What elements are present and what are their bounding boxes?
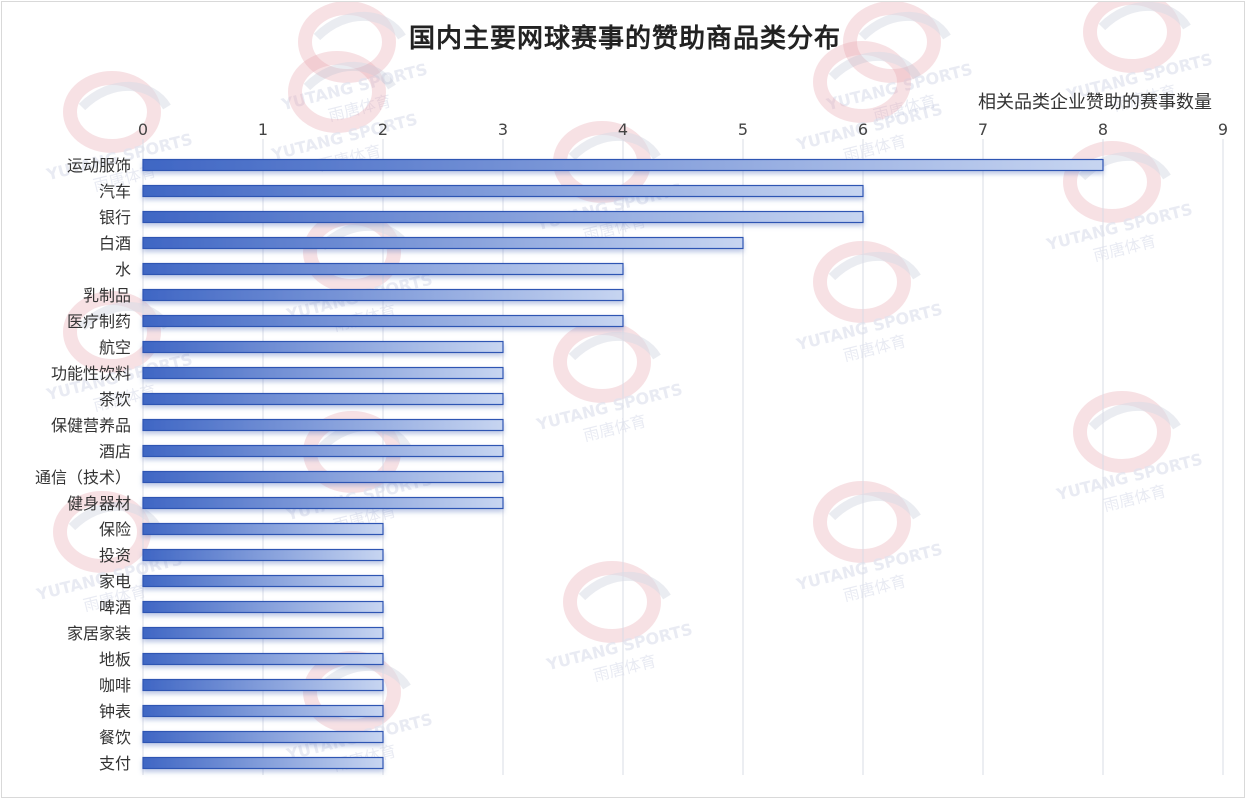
category-label: 支付 [99, 754, 131, 773]
category-label: 茶饮 [99, 390, 131, 409]
bar [142, 626, 384, 640]
x-tick-label: 7 [978, 120, 988, 139]
category-label: 医疗制药 [67, 312, 131, 331]
x-tick-label: 5 [738, 120, 748, 139]
category-label: 运动服饰 [67, 156, 131, 175]
category-label: 水 [115, 260, 131, 279]
bar [142, 366, 504, 380]
bar [142, 470, 504, 484]
x-tick-label: 8 [1098, 120, 1108, 139]
bar [142, 678, 384, 692]
category-label: 咖啡 [99, 676, 131, 695]
category-label: 保健营养品 [51, 416, 131, 435]
bar [142, 730, 384, 744]
bar [142, 548, 384, 562]
x-tick-label: 3 [498, 120, 508, 139]
category-label: 航空 [99, 338, 131, 357]
category-label: 通信（技术） [35, 468, 131, 487]
category-label: 地板 [99, 650, 131, 669]
category-label: 家居家装 [67, 624, 131, 643]
category-label: 酒店 [99, 442, 131, 461]
category-label: 家电 [99, 572, 131, 591]
category-label: 健身器材 [67, 494, 131, 513]
x-tick-label: 2 [378, 120, 388, 139]
category-label: 保险 [99, 520, 131, 539]
category-label: 功能性饮料 [51, 364, 131, 383]
bar [142, 574, 384, 588]
category-label: 汽车 [99, 182, 131, 201]
x-tick-label: 4 [618, 120, 628, 139]
bar [142, 158, 1104, 172]
x-tick-label: 1 [258, 120, 268, 139]
bar [142, 600, 384, 614]
bar [142, 340, 504, 354]
bar [142, 444, 504, 458]
bar [142, 288, 624, 302]
bar [142, 392, 504, 406]
bar [142, 704, 384, 718]
category-label: 餐饮 [99, 728, 131, 747]
bar [142, 496, 504, 510]
x-axis-title: 相关品类企业赞助的赛事数量 [978, 92, 1212, 113]
x-tick-label: 6 [858, 120, 868, 139]
chart-title: 国内主要网球赛事的赞助商品类分布 [408, 24, 841, 54]
category-label: 白酒 [99, 234, 131, 253]
category-label: 银行 [99, 208, 131, 227]
bar [142, 418, 504, 432]
bar [142, 236, 744, 250]
x-tick-label: 0 [138, 120, 148, 139]
x-tick-label: 9 [1218, 120, 1228, 139]
bar [142, 184, 864, 198]
category-label: 钟表 [99, 702, 131, 721]
category-label: 乳制品 [83, 286, 131, 305]
category-label: 啤酒 [99, 598, 131, 617]
bar [142, 210, 864, 224]
bar [142, 756, 384, 770]
category-label: 投资 [99, 546, 131, 565]
bar [142, 522, 384, 536]
bar [142, 262, 624, 276]
bar [142, 314, 624, 328]
bar [142, 652, 384, 666]
